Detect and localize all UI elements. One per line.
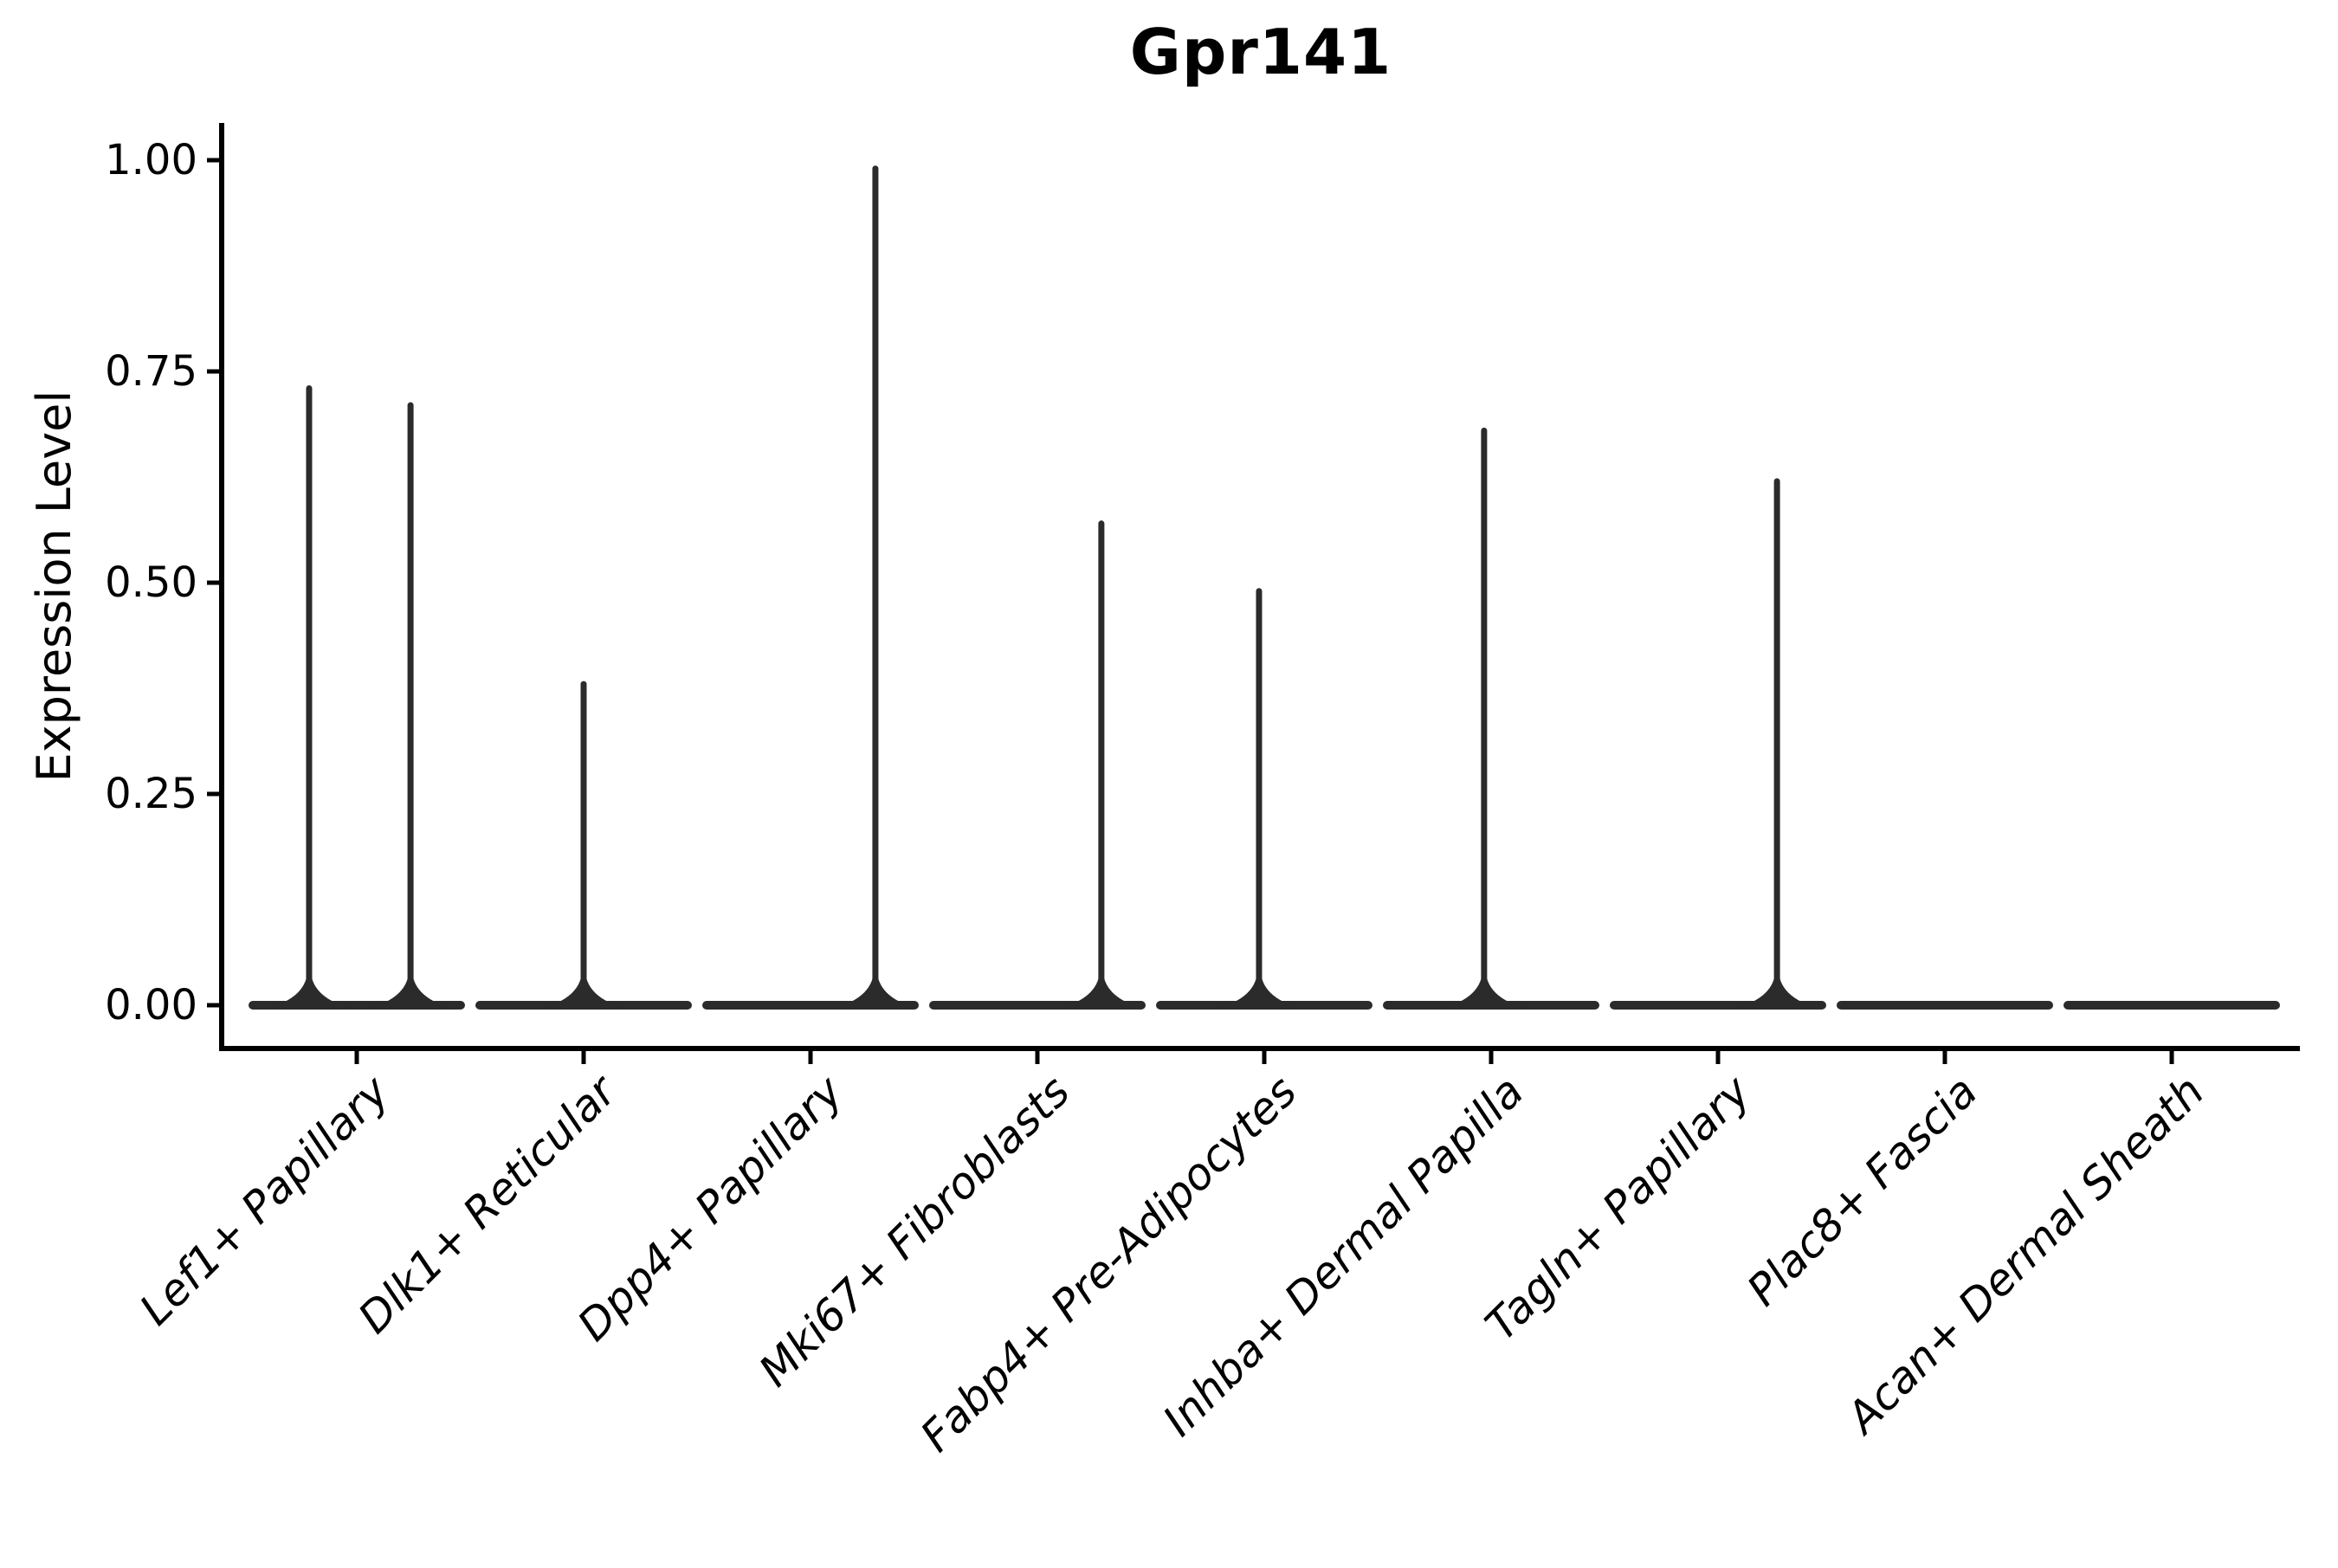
violin	[249, 385, 465, 1010]
y-tick-label: 0.75	[105, 347, 197, 396]
y-tick-label: 0.50	[105, 558, 197, 607]
axis-spines	[219, 123, 2300, 1051]
y-tick-label: 1.00	[105, 136, 197, 184]
axes-layer	[207, 123, 2300, 1064]
violin	[702, 165, 919, 1010]
violin	[475, 681, 692, 1010]
violin	[1383, 427, 1599, 1010]
violin	[1610, 478, 1826, 1010]
violin	[929, 520, 1146, 1010]
violins-layer	[249, 165, 2280, 1010]
chart-title: Gpr141	[1129, 16, 1392, 88]
y-tick-label: 0.25	[105, 770, 197, 818]
y-tick-label: 0.00	[105, 981, 197, 1029]
violin	[1156, 588, 1372, 1010]
